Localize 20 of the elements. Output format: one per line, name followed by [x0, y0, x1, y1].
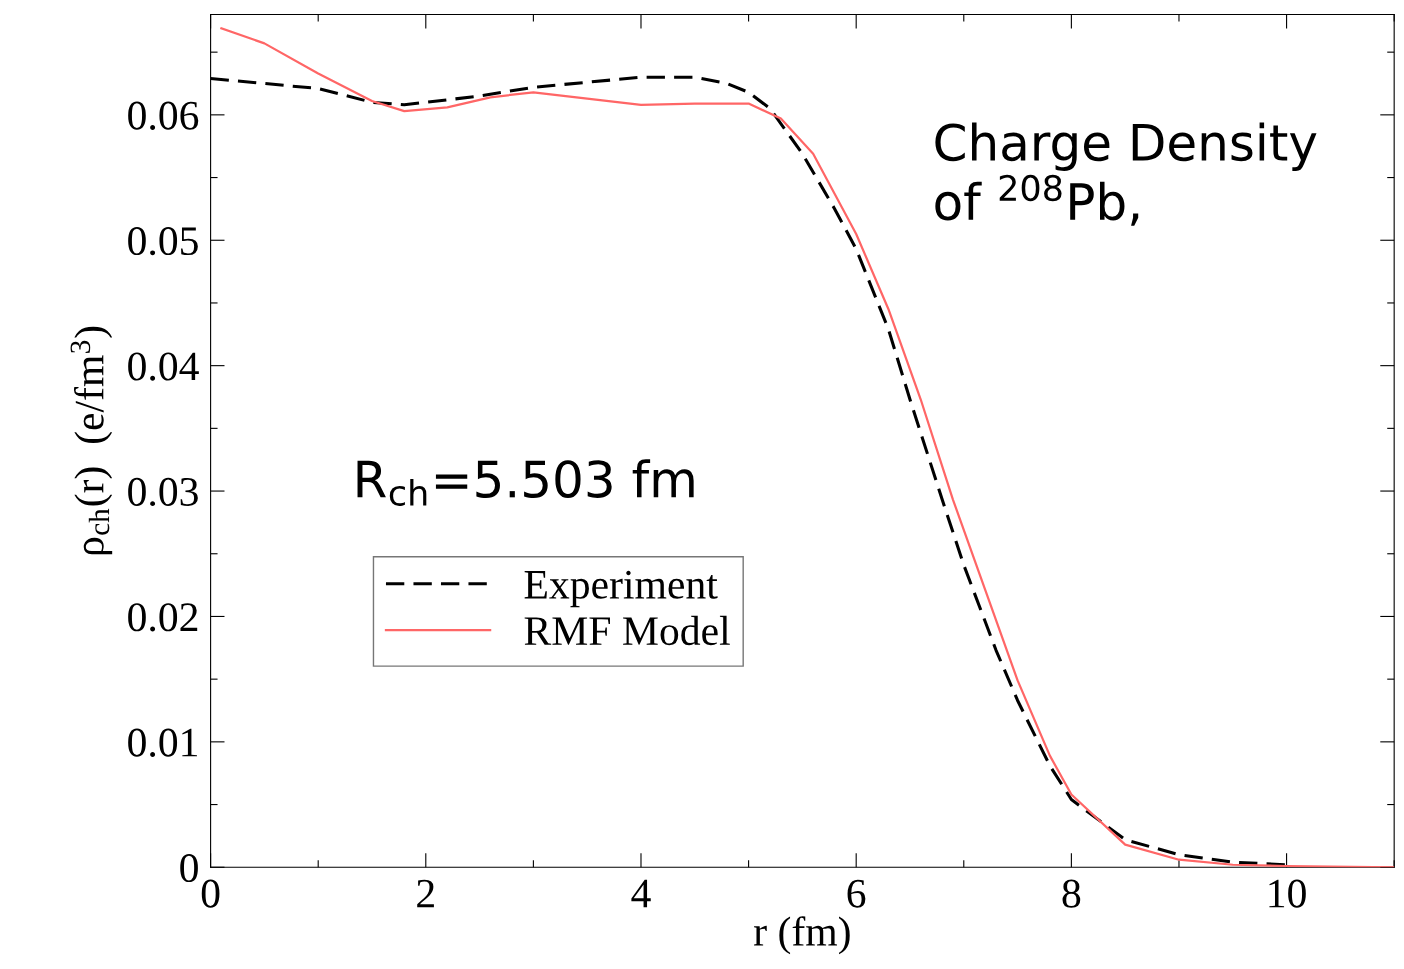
x-axis-title: r (fm)	[754, 916, 850, 955]
y-tick-label: 0.03	[128, 477, 198, 507]
x-tick-label: 6	[847, 879, 866, 908]
x-tick-label: 4	[631, 879, 651, 908]
x-tick-label: 10	[1269, 879, 1306, 908]
x-tick-label: 0	[201, 879, 220, 908]
y-tick-label: 0.05	[128, 227, 198, 256]
annotation: R$_{ch}$=5.503 fm	[357, 459, 694, 507]
y-tick-label: 0.02	[128, 603, 198, 632]
y-tick-label: 0.06	[128, 101, 199, 130]
y-axis-title: ρ$_{ch}$(r) (e/fm$^{3}$)	[70, 326, 113, 555]
line-series	[220, 27, 1395, 868]
legend-label: RMF Model	[524, 615, 730, 646]
x-tick-label: 8	[1062, 879, 1081, 908]
annotation: Charge Density of $^{208}$Pb,	[935, 122, 1317, 226]
y-tick-label: 0	[180, 854, 198, 883]
y-tick-label: 0.01	[128, 728, 197, 757]
y-tick-label: 0.04	[128, 352, 199, 381]
legend-label: Experiment	[524, 570, 718, 608]
x-tick-label: 2	[417, 879, 434, 908]
